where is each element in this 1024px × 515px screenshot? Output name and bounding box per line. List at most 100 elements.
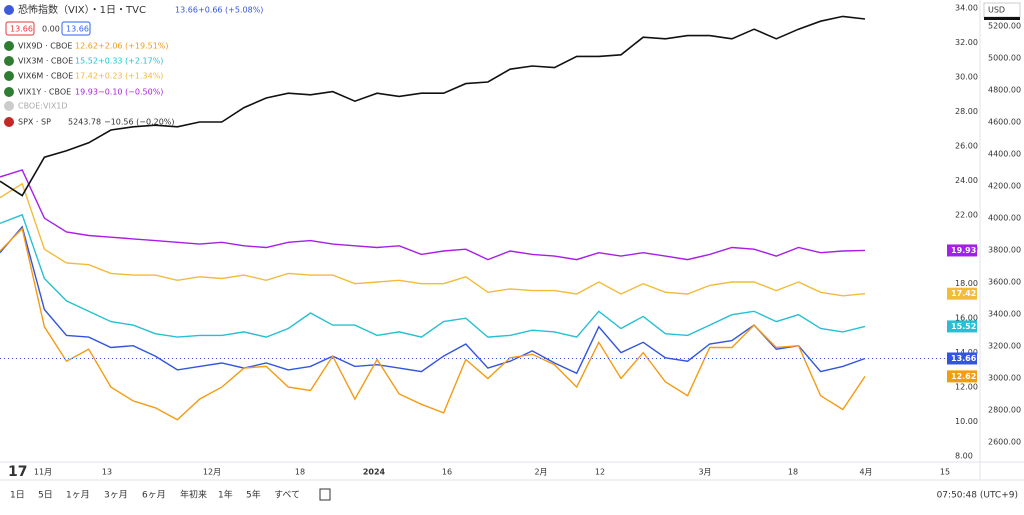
left-axis-label: 22.00 bbox=[955, 210, 978, 219]
left-axis-label: 8.00 bbox=[955, 452, 973, 461]
price-badge-label: 15.52 bbox=[951, 322, 976, 331]
range-button[interactable]: 1ヶ月 bbox=[66, 490, 90, 501]
left-axis-label: 32.00 bbox=[955, 38, 978, 47]
price-badge-label: 13.66 bbox=[951, 354, 977, 363]
right-axis-label: 3800.00 bbox=[988, 246, 1021, 255]
series-icon bbox=[4, 117, 14, 127]
price-badge-label: 17.42 bbox=[951, 289, 976, 298]
flag-icon bbox=[4, 5, 14, 15]
time-axis-label: 18 bbox=[295, 468, 305, 477]
right-axis-label: 5200.00 bbox=[988, 22, 1021, 31]
left-axis-label: 28.00 bbox=[955, 107, 978, 116]
price-badge-label: 19.93 bbox=[951, 246, 976, 255]
right-axis-label: 4000.00 bbox=[988, 214, 1021, 223]
time-axis-label: 18 bbox=[788, 468, 798, 477]
time-axis-label: 16 bbox=[442, 468, 452, 477]
right-axis-label: 3200.00 bbox=[988, 342, 1021, 351]
series-line bbox=[0, 213, 866, 338]
legend-change: +0.33 (+2.17%) bbox=[98, 57, 163, 66]
legend-name: VIX3M · CBOE bbox=[18, 57, 73, 66]
right-axis-label: 4800.00 bbox=[988, 86, 1021, 95]
legend-last: 15.52 bbox=[75, 57, 98, 66]
left-axis-label: 30.00 bbox=[955, 72, 978, 81]
right-axis-label: 4200.00 bbox=[988, 182, 1021, 191]
series-icon[interactable] bbox=[4, 71, 14, 81]
left-axis-label: 34.00 bbox=[955, 4, 978, 13]
header-badge bbox=[5, 21, 35, 36]
legend-last: 12.62 bbox=[75, 42, 98, 51]
price-badge bbox=[947, 370, 977, 383]
left-axis-label: 24.00 bbox=[955, 176, 978, 185]
price-badge bbox=[947, 287, 977, 300]
legend-change: +0.23 (+1.34%) bbox=[98, 72, 163, 81]
series-line bbox=[0, 227, 866, 421]
clock: 07:50:48 (UTC+9) bbox=[937, 491, 1018, 501]
right-axis-label: 4400.00 bbox=[988, 150, 1021, 159]
legend-last: 19.93 bbox=[75, 88, 98, 97]
range-button[interactable]: 1年 bbox=[218, 489, 233, 501]
series-line bbox=[0, 169, 866, 261]
time-axis-label: 15 bbox=[940, 468, 950, 477]
time-axis-label: 12月 bbox=[203, 468, 221, 477]
time-axis-label: 3月 bbox=[698, 468, 711, 477]
legend-hidden: CBOE:VIX1D bbox=[18, 102, 68, 111]
legend-name: SPX · SP bbox=[18, 118, 51, 127]
right-axis-label: 3600.00 bbox=[988, 278, 1021, 287]
right-axis-label: 3400.00 bbox=[988, 310, 1021, 319]
left-axis-label: 12.00 bbox=[955, 383, 978, 392]
header-badge bbox=[61, 21, 91, 36]
legend-last: 5243.78 bbox=[68, 118, 101, 127]
left-axis-label: 16.00 bbox=[955, 314, 978, 323]
time-axis-label: 13 bbox=[102, 468, 112, 477]
time-axis-label: 11月 bbox=[34, 468, 52, 477]
series-icon[interactable] bbox=[4, 87, 14, 97]
range-button[interactable]: 年初来 bbox=[180, 489, 207, 501]
main-last: 13.66 bbox=[175, 6, 198, 15]
legend-change: +2.06 (+19.51%) bbox=[98, 42, 169, 51]
time-axis-label: 4月 bbox=[859, 468, 872, 477]
time-axis-label: 2月 bbox=[534, 468, 547, 477]
price-badge bbox=[947, 244, 977, 257]
header-badge-label: 13.66 bbox=[66, 25, 89, 34]
main-title: 恐怖指数（VIX）・1日・TVC bbox=[18, 3, 146, 16]
tv-logo: 17 bbox=[8, 464, 27, 480]
range-button[interactable]: 1日 bbox=[10, 490, 25, 501]
range-button[interactable]: 6ヶ月 bbox=[142, 490, 166, 501]
right-axis-label: 4600.00 bbox=[988, 118, 1021, 127]
left-axis-label: 18.00 bbox=[955, 279, 978, 288]
legend-name: VIX9D · CBOE bbox=[18, 42, 72, 51]
left-axis-label: 26.00 bbox=[955, 141, 978, 150]
price-badge-label: 12.62 bbox=[951, 372, 976, 381]
series-icon bbox=[4, 101, 14, 111]
price-badge bbox=[947, 352, 977, 365]
legend-change: −0.10 (−0.50%) bbox=[98, 88, 163, 97]
time-axis-label: 12 bbox=[595, 468, 605, 477]
range-button[interactable]: 3ヶ月 bbox=[104, 490, 128, 501]
legend-last: 17.42 bbox=[75, 72, 98, 81]
time-axis-label: 2024 bbox=[363, 468, 386, 477]
right-axis-label: 2800.00 bbox=[988, 406, 1021, 415]
right-axis-label: 5000.00 bbox=[988, 54, 1021, 63]
series-icon[interactable] bbox=[4, 41, 14, 51]
series-line bbox=[0, 225, 866, 375]
main-change: +0.66 (+5.08%) bbox=[198, 6, 263, 15]
date-range-icon[interactable] bbox=[319, 488, 331, 501]
legend-name: VIX6M · CBOE bbox=[18, 72, 73, 81]
legend-change: −10.56 (−0.20%) bbox=[104, 118, 175, 127]
price-badge bbox=[947, 320, 977, 333]
right-axis-label: 2600.00 bbox=[988, 438, 1021, 447]
legend-name: VIX1Y · CBOE bbox=[18, 88, 71, 97]
series-icon[interactable] bbox=[4, 56, 14, 66]
range-button[interactable]: 5日 bbox=[38, 490, 53, 501]
left-axis-label: 10.00 bbox=[955, 417, 978, 426]
range-button[interactable]: 5年 bbox=[246, 489, 261, 501]
currency: USD bbox=[988, 6, 1005, 15]
header-badge-label: 0.00 bbox=[42, 25, 60, 34]
spx-marker bbox=[984, 16, 1020, 20]
range-button[interactable]: すべて bbox=[274, 490, 300, 501]
series-line bbox=[0, 15, 866, 197]
series-line bbox=[0, 182, 866, 297]
header-badge-label: 13.66 bbox=[10, 25, 33, 34]
